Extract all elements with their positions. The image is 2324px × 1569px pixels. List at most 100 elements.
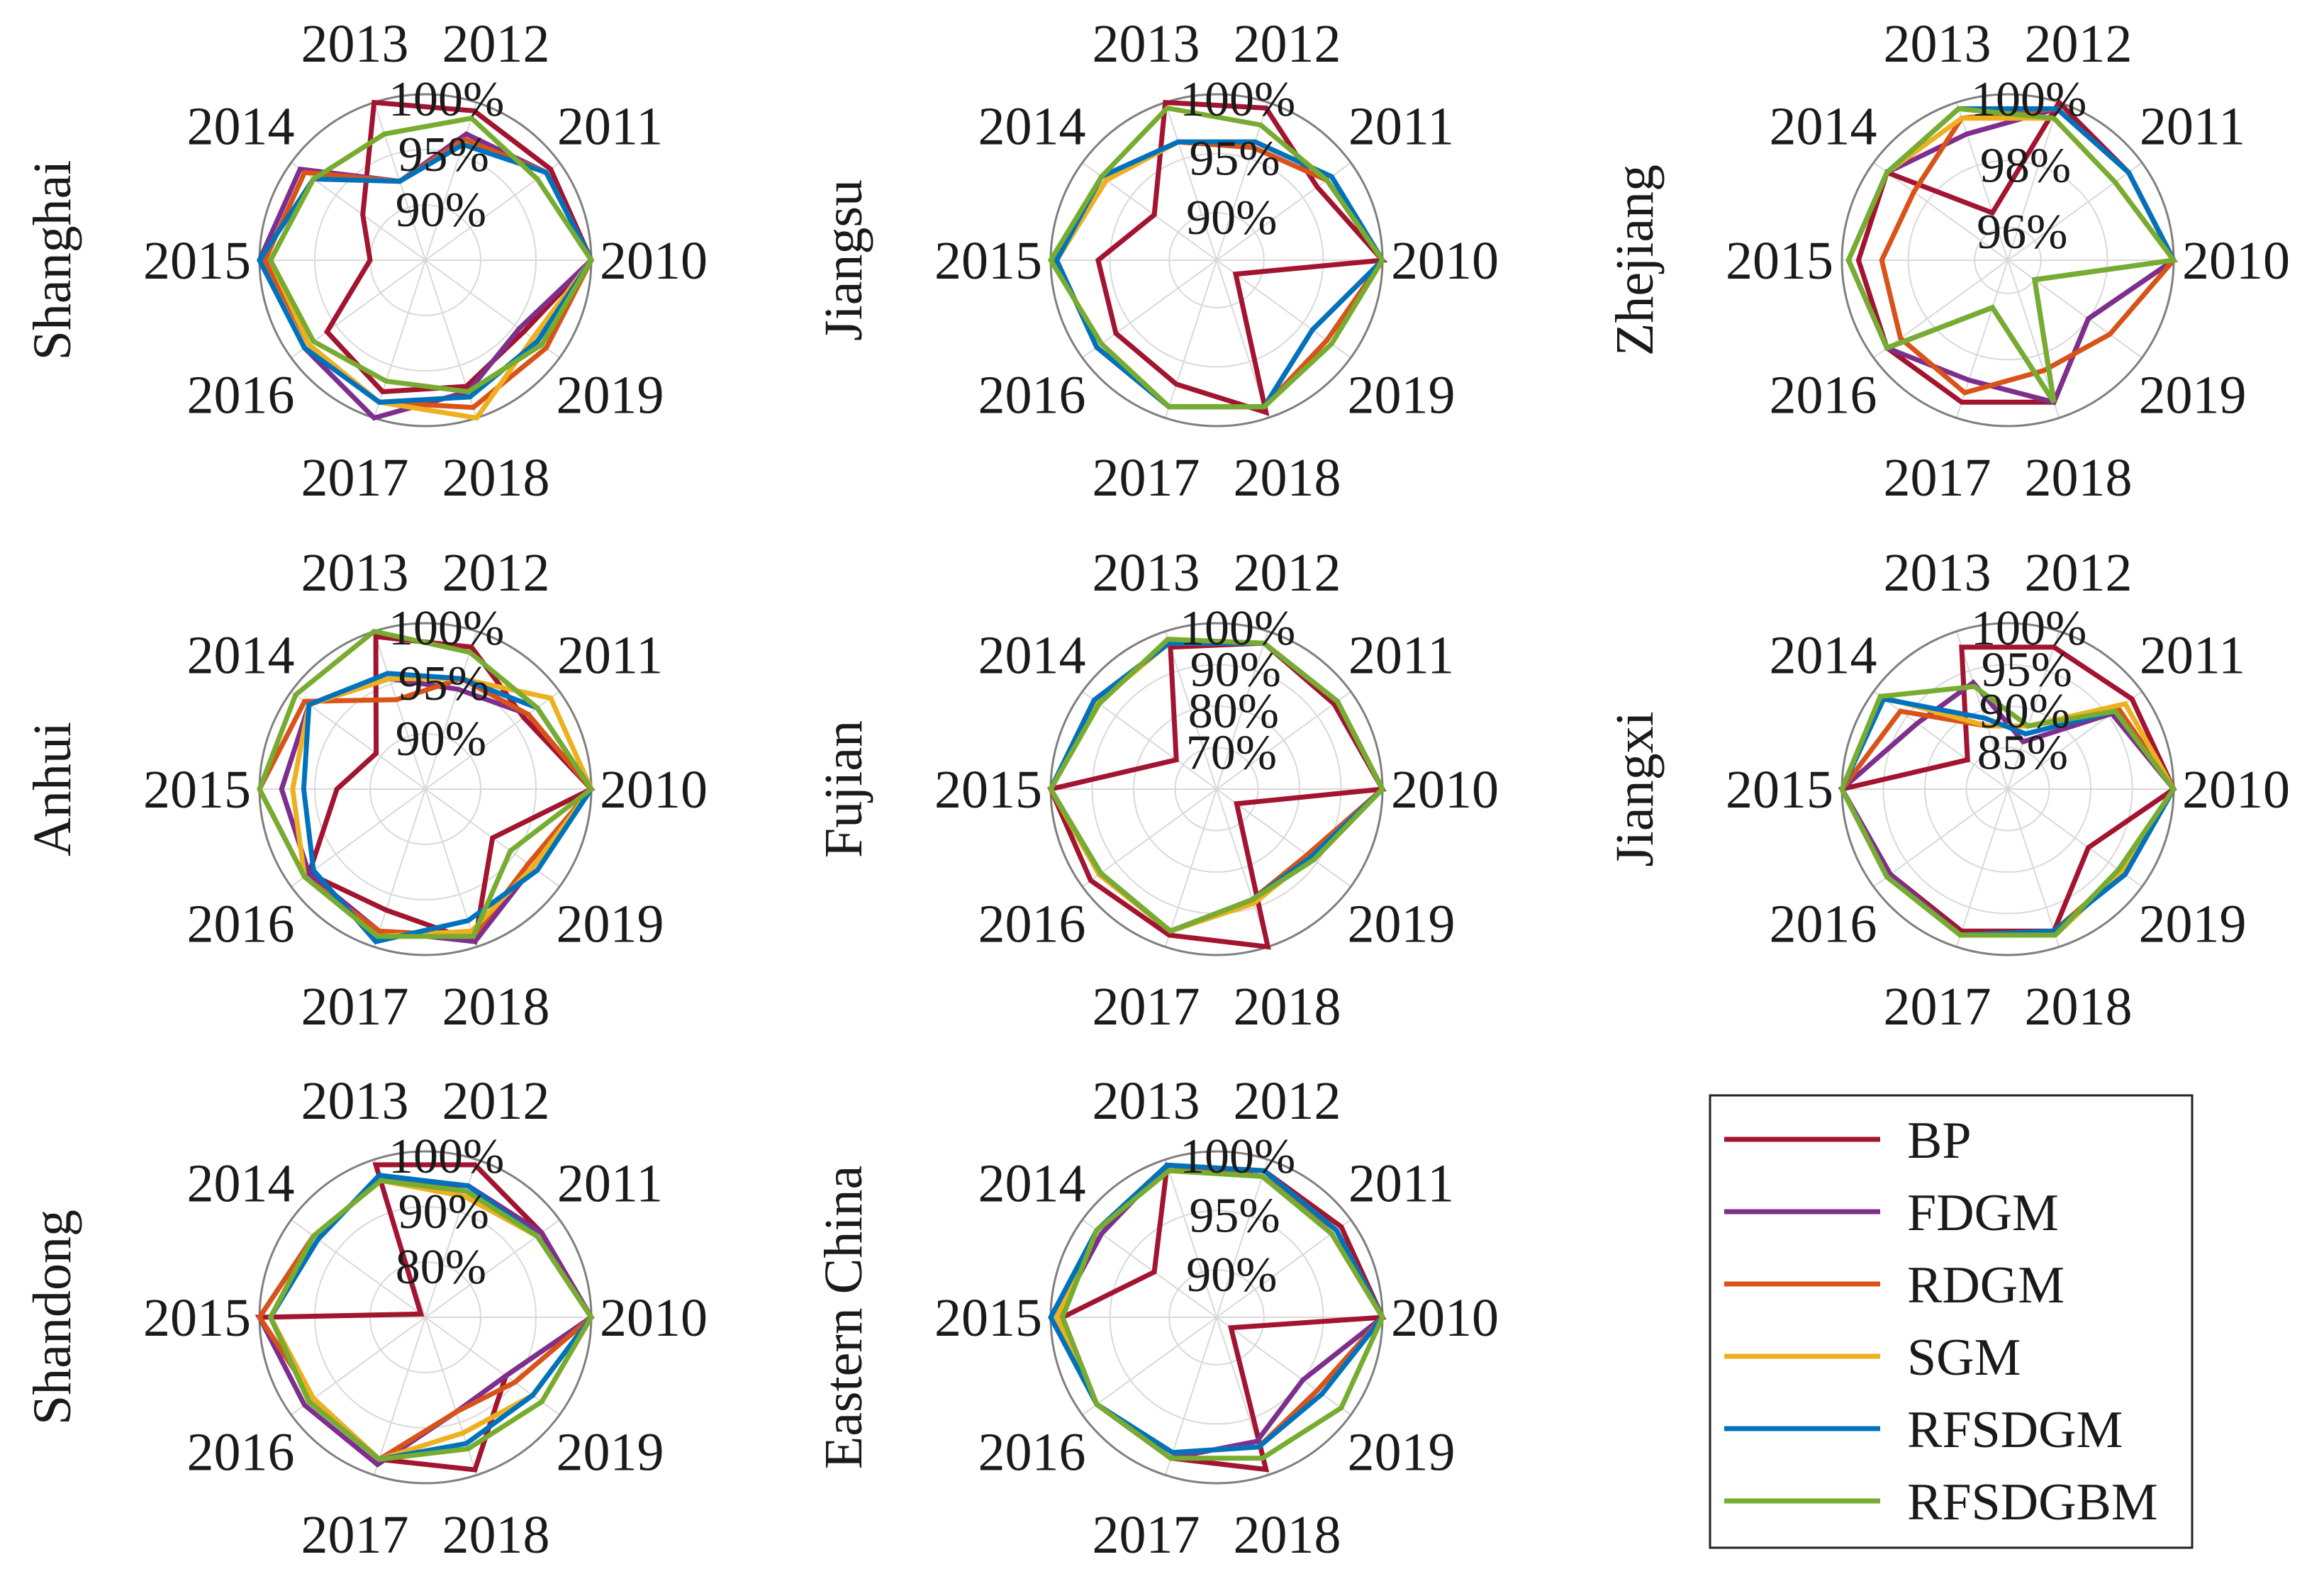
axis-label-2017: 2017 — [301, 448, 408, 508]
legend-box — [1709, 1094, 2194, 1549]
axis-label-2017: 2017 — [1092, 977, 1200, 1037]
legend-label-fdgm: FDGM — [1907, 1184, 2059, 1242]
spoke-line — [425, 631, 478, 790]
series-line-rfsdgbm — [1059, 1168, 1385, 1461]
axis-label-2011: 2011 — [557, 97, 663, 157]
axis-label-2016: 2016 — [1769, 365, 1877, 425]
legend-label-rfsdgbm: RFSDGBM — [1907, 1473, 2158, 1531]
axis-label-2011: 2011 — [2140, 626, 2245, 686]
ring-label: 90% — [1190, 643, 1281, 698]
ring-label: 100% — [1180, 601, 1295, 656]
axis-label-2014: 2014 — [186, 1154, 294, 1214]
axis-label-2018: 2018 — [2025, 977, 2133, 1037]
axis-label-2011: 2011 — [2140, 97, 2245, 157]
axis-label-2014: 2014 — [1769, 97, 1877, 157]
ring-label: 80% — [1188, 684, 1279, 739]
axis-label-2018: 2018 — [1234, 977, 1341, 1037]
spoke-line — [2007, 259, 2143, 359]
axis-label-2018: 2018 — [2025, 448, 2133, 508]
axis-label-2017: 2017 — [1883, 977, 1991, 1037]
axis-label-2013: 2013 — [1883, 14, 1991, 74]
spoke-line — [1082, 259, 1217, 359]
axis-label-2014: 2014 — [1769, 626, 1877, 686]
legend-label-rdgm: RDGM — [1907, 1256, 2065, 1314]
axis-label-2019: 2019 — [557, 365, 664, 425]
spoke-line — [291, 1317, 426, 1416]
ring-label: 98% — [1980, 139, 2071, 194]
spoke-line — [1082, 1317, 1217, 1416]
series-line-rfsdgbm — [1047, 105, 1386, 410]
spoke-line — [2007, 162, 2143, 261]
radar-panels: 90%95%100%201020112012201320142015201620… — [23, 14, 2290, 1565]
axis-label-2011: 2011 — [557, 1154, 663, 1214]
series-line-rfsdgm — [1048, 1162, 1386, 1456]
axis-label-2011: 2011 — [1348, 626, 1454, 686]
axis-label-2017: 2017 — [1092, 448, 1200, 508]
axis-label-2015: 2015 — [934, 760, 1042, 820]
ring-circle — [1168, 212, 1265, 308]
axis-label-2013: 2013 — [301, 543, 408, 603]
axis-label-2015: 2015 — [143, 1288, 251, 1348]
series-line-rfsdgbm — [1845, 106, 2179, 404]
ring-label: 80% — [396, 1240, 486, 1295]
axis-label-2019: 2019 — [1348, 1422, 1456, 1482]
axis-label-2010: 2010 — [1391, 760, 1499, 820]
series-line-rfsdgm — [1054, 139, 1386, 410]
series-line-rfsdgbm — [267, 115, 595, 395]
region-label: Jiangsu — [814, 179, 873, 341]
legend-label-rfsdgm: RFSDGM — [1907, 1401, 2123, 1459]
region-label: Jiangxi — [1605, 711, 1665, 867]
spoke-line — [1955, 102, 2009, 261]
series-line-bp — [1095, 99, 1388, 416]
ring-label: 90% — [1186, 1248, 1277, 1302]
legend-label-sgm: SGM — [1907, 1329, 2021, 1387]
axis-label-2010: 2010 — [600, 231, 708, 291]
axis-label-2016: 2016 — [978, 365, 1085, 425]
axis-label-2016: 2016 — [978, 1422, 1085, 1482]
series-line-rfsdgbm — [257, 628, 595, 939]
ring-label: 95% — [398, 657, 489, 711]
axis-label-2015: 2015 — [143, 760, 251, 820]
axis-label-2013: 2013 — [301, 14, 408, 74]
spoke-line — [425, 102, 478, 261]
axis-label-2018: 2018 — [442, 1505, 550, 1565]
ring-circle — [1109, 152, 1324, 368]
spoke-line — [1873, 162, 2009, 261]
axis-label-2014: 2014 — [186, 626, 294, 686]
region-label: Anhui — [23, 722, 82, 856]
axis-label-2017: 2017 — [301, 977, 408, 1037]
spoke-line — [1216, 102, 1269, 261]
ring-label: 95% — [1189, 1189, 1280, 1244]
axis-label-2013: 2013 — [1092, 543, 1200, 603]
region-label: Eastern China — [814, 1166, 873, 1469]
spoke-line — [2007, 102, 2060, 261]
axis-label-2012: 2012 — [1234, 543, 1341, 603]
spoke-line — [1164, 1317, 1217, 1475]
axis-label-2015: 2015 — [934, 231, 1042, 291]
ring-circle — [1882, 664, 2133, 915]
axis-label-2016: 2016 — [1769, 894, 1877, 954]
axis-label-2018: 2018 — [1234, 448, 1341, 508]
axis-label-2013: 2013 — [1092, 1071, 1200, 1131]
ring-label: 100% — [1971, 72, 2086, 127]
axis-label-2019: 2019 — [557, 894, 664, 954]
axis-label-2017: 2017 — [301, 1505, 408, 1565]
axis-label-2016: 2016 — [186, 365, 294, 425]
axis-label-2018: 2018 — [1234, 1505, 1341, 1565]
spoke-line — [425, 1317, 560, 1416]
radar-panel-eastern-china: 90%95%100%201020112012201320142015201620… — [814, 1071, 1499, 1565]
axis-label-2018: 2018 — [442, 448, 550, 508]
legend-label-bp: BP — [1907, 1112, 1972, 1170]
spoke-line — [1164, 259, 1217, 418]
axis-label-2017: 2017 — [1883, 448, 1991, 508]
axis-label-2015: 2015 — [1726, 231, 1833, 291]
spoke-line — [291, 691, 426, 790]
region-label: Shanghai — [23, 160, 82, 361]
ring-label: 95% — [1982, 643, 2072, 698]
ring-label: 100% — [1971, 601, 2086, 656]
ring-circle — [1168, 1269, 1265, 1366]
spoke-line — [1216, 1317, 1351, 1416]
ring-label: 100% — [389, 72, 504, 127]
ring-label: 100% — [389, 1129, 504, 1184]
